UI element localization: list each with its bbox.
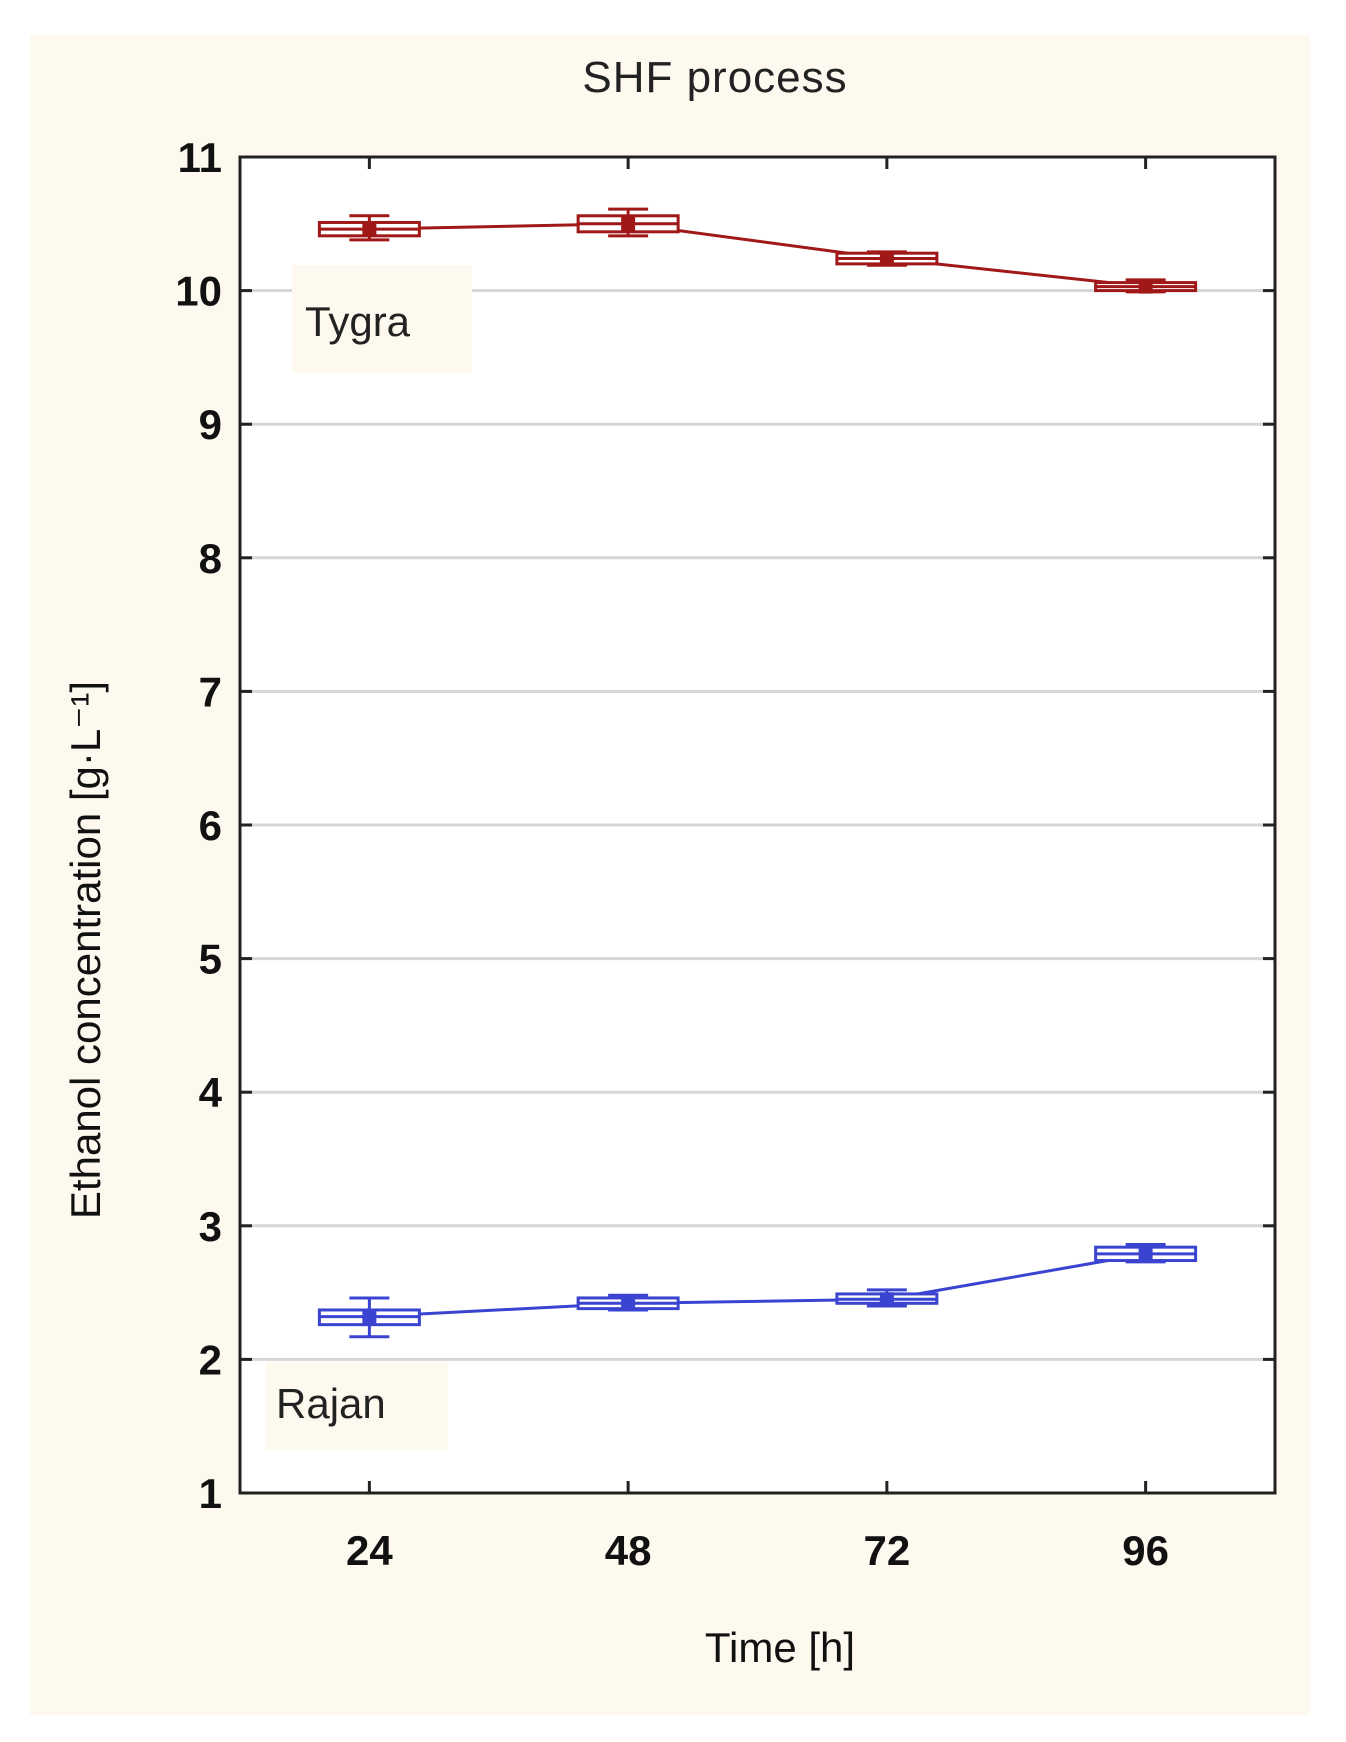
y-tick-label: 1	[199, 1470, 222, 1517]
y-axis-ticks: 1 2 3 4 5 6 7 8 9 10 11	[175, 134, 1275, 1517]
box-tygra	[1094, 278, 1198, 294]
data-point-tygra	[362, 222, 377, 237]
chart-title: SHF process	[582, 53, 847, 102]
data-point-tygra	[621, 216, 636, 231]
series-line-rajan	[369, 1252, 1146, 1319]
y-tick-label: 6	[199, 802, 222, 849]
box-rajan	[576, 1293, 680, 1312]
x-axis-ticks: 24 48 72 96	[346, 157, 1169, 1574]
series-line-tygra	[369, 222, 1146, 289]
data-point-rajan	[879, 1292, 894, 1307]
y-tick-label: 10	[175, 268, 222, 315]
series-label-rajan: Rajan	[276, 1380, 386, 1427]
y-tick-label: 11	[178, 134, 222, 181]
x-tick-label: 48	[605, 1527, 652, 1574]
box-tygra	[835, 250, 939, 267]
data-point-rajan	[621, 1296, 636, 1311]
y-axis-label: Ethanol concentration [g·L⁻¹]	[62, 681, 109, 1219]
series-label-tygra: Tygra	[305, 298, 411, 345]
y-tick-label: 9	[199, 401, 222, 448]
box-rajan	[317, 1296, 421, 1339]
data-point-rajan	[362, 1309, 377, 1324]
box-rajan	[1094, 1243, 1198, 1264]
x-tick-label: 24	[346, 1527, 393, 1574]
data-point-rajan	[1138, 1246, 1153, 1261]
x-tick-label: 72	[864, 1527, 911, 1574]
rajan-label-box	[266, 1362, 448, 1450]
box-tygra	[317, 214, 421, 242]
grid-lines	[240, 289, 1275, 1361]
y-tick-label: 8	[199, 535, 222, 582]
box-tygra	[576, 207, 680, 238]
data-point-tygra	[1138, 279, 1153, 294]
data-point-tygra	[879, 251, 894, 266]
series-layer	[317, 207, 1198, 1339]
y-tick-label: 5	[199, 936, 222, 983]
tygra-label-box	[292, 265, 472, 373]
y-tick-label: 2	[199, 1336, 222, 1383]
y-tick-label: 3	[199, 1203, 222, 1250]
x-tick-label: 96	[1122, 1527, 1169, 1574]
box-rajan	[835, 1288, 939, 1308]
y-tick-label: 4	[199, 1069, 223, 1116]
x-axis-label: Time [h]	[705, 1624, 855, 1671]
y-tick-label: 7	[199, 668, 222, 715]
